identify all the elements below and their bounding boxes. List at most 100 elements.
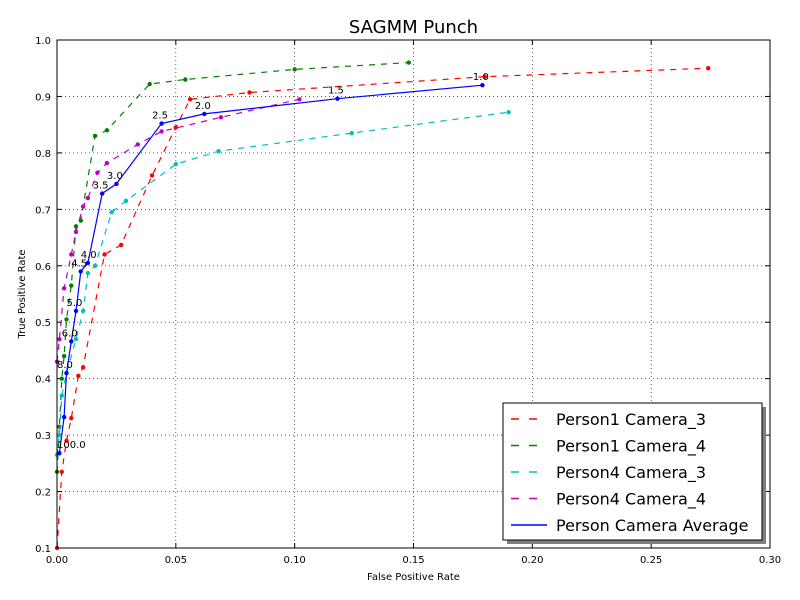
- x-tick-label: 0.00: [46, 555, 68, 566]
- series-line: [56, 62, 409, 472]
- y-tick-label: 0.5: [35, 318, 51, 329]
- data-point: [64, 438, 69, 443]
- data-point: [61, 414, 67, 420]
- x-tick-label: 0.20: [521, 555, 543, 566]
- data-point: [57, 432, 62, 438]
- legend-label: Person1 Camera_4: [556, 437, 706, 457]
- data-point: [247, 90, 252, 95]
- y-tick-label: 0.1: [35, 544, 51, 555]
- data-point: [216, 148, 221, 154]
- threshold-label: 1.0: [473, 72, 489, 83]
- x-tick-label: 0.25: [640, 555, 662, 566]
- data-point: [57, 450, 62, 456]
- series-5: [57, 82, 485, 456]
- data-point: [92, 263, 98, 268]
- data-point: [69, 415, 74, 421]
- data-point: [80, 365, 86, 370]
- y-tick-label: 0.4: [35, 375, 51, 386]
- data-point: [335, 96, 340, 101]
- data-point: [59, 469, 64, 474]
- data-point: [73, 336, 79, 342]
- data-point: [95, 170, 100, 175]
- threshold-label: 100.0: [57, 440, 86, 451]
- y-axis-label: True Positive Rate: [17, 249, 28, 339]
- data-point: [99, 191, 105, 196]
- data-point: [69, 283, 74, 288]
- y-tick-label: 0.3: [35, 431, 51, 442]
- data-point: [69, 252, 74, 257]
- threshold-label: 1.5: [328, 86, 344, 97]
- data-point: [480, 82, 485, 88]
- series-4: [54, 97, 302, 364]
- data-point: [297, 97, 302, 102]
- y-tick-label: 0.7: [35, 205, 51, 216]
- legend-label: Person4 Camera_4: [556, 490, 706, 510]
- data-point: [406, 60, 411, 65]
- series-2: [54, 60, 411, 474]
- x-tick-label: 0.10: [284, 555, 306, 566]
- data-point: [104, 160, 110, 166]
- data-point: [85, 270, 91, 276]
- data-point: [173, 125, 179, 130]
- data-point: [183, 77, 188, 82]
- series-line: [56, 67, 709, 549]
- data-point: [123, 198, 129, 204]
- data-point: [102, 252, 107, 257]
- data-point: [482, 74, 487, 79]
- data-point: [85, 260, 91, 266]
- threshold-label: 3.0: [107, 171, 123, 182]
- data-point: [149, 173, 155, 178]
- x-axis-label: False Positive Rate: [367, 572, 460, 583]
- y-tick-label: 0.9: [35, 92, 51, 103]
- threshold-label: 6.0: [62, 328, 78, 339]
- legend-label: Person Camera Average: [556, 516, 748, 535]
- data-point: [59, 393, 64, 398]
- data-point: [187, 97, 193, 102]
- data-point: [104, 128, 110, 133]
- y-tick-label: 0.6: [35, 262, 51, 273]
- threshold-label: 2.5: [152, 111, 168, 122]
- y-tick-label: 1.0: [35, 36, 51, 47]
- legend-label: Person4 Camera_3: [556, 463, 706, 483]
- threshold-label: 3.5: [93, 181, 109, 192]
- data-point: [61, 286, 67, 291]
- data-point: [292, 67, 297, 72]
- threshold-label: 5.0: [67, 298, 83, 309]
- threshold-label: 2.0: [195, 101, 211, 112]
- data-point: [135, 142, 141, 147]
- y-tick-label: 0.2: [35, 488, 51, 499]
- data-point: [706, 66, 711, 71]
- data-point: [159, 121, 164, 126]
- series-line: [56, 111, 509, 455]
- data-point: [80, 308, 86, 314]
- data-point: [118, 242, 124, 248]
- data-point: [57, 336, 62, 342]
- x-tick-label: 0.30: [759, 555, 781, 566]
- data-point: [109, 209, 114, 215]
- data-point: [92, 133, 98, 139]
- data-point: [76, 373, 81, 379]
- data-point: [78, 269, 83, 274]
- data-point: [147, 81, 152, 87]
- data-point: [69, 339, 74, 344]
- data-point: [64, 370, 69, 376]
- data-point: [506, 110, 511, 115]
- data-point: [218, 115, 224, 120]
- data-point: [114, 181, 119, 187]
- threshold-label: 4.5: [71, 258, 87, 269]
- threshold-label: 4.0: [81, 250, 97, 261]
- data-point: [61, 353, 67, 359]
- data-point: [173, 161, 179, 167]
- data-point: [59, 376, 64, 381]
- y-tick-label: 0.8: [35, 149, 51, 160]
- data-point: [349, 130, 354, 136]
- data-point: [80, 204, 86, 209]
- x-tick-label: 0.05: [165, 555, 187, 566]
- legend-box: [502, 402, 763, 541]
- data-point: [73, 308, 79, 314]
- data-point: [159, 129, 164, 134]
- data-point: [73, 229, 79, 235]
- series-1: [54, 66, 711, 551]
- axes-frame: [56, 39, 771, 549]
